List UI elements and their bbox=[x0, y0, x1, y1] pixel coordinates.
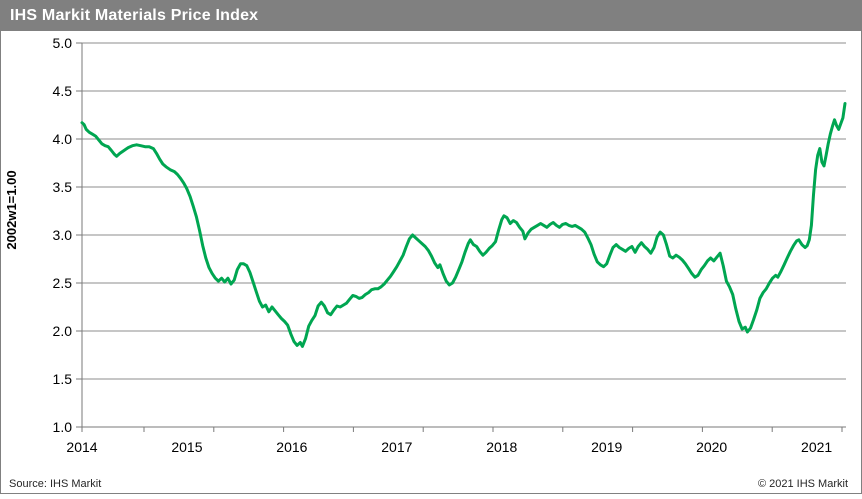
x-tick-label: 2019 bbox=[591, 439, 622, 455]
source-text: Source: IHS Markit bbox=[9, 478, 102, 490]
y-tick-label: 2.5 bbox=[53, 275, 73, 291]
x-tick-label: 2017 bbox=[381, 439, 412, 455]
y-tick-label: 3.5 bbox=[53, 179, 73, 195]
x-tick-label: 2018 bbox=[486, 439, 517, 455]
y-tick-label: 1.5 bbox=[53, 371, 73, 387]
x-tick-label: 2015 bbox=[171, 439, 202, 455]
x-tick-label: 2014 bbox=[66, 439, 97, 455]
title-bar: IHS Markit Materials Price Index bbox=[0, 0, 862, 31]
copyright-text: © 2021 IHS Markit bbox=[757, 478, 848, 490]
y-tick-label: 1.0 bbox=[53, 419, 73, 435]
x-tick-label: 2021 bbox=[801, 439, 832, 455]
y-tick-label: 5.0 bbox=[53, 35, 73, 51]
x-tick-label: 2016 bbox=[276, 439, 307, 455]
y-tick-label: 4.0 bbox=[53, 131, 73, 147]
y-tick-label: 4.5 bbox=[53, 83, 73, 99]
chart-title: IHS Markit Materials Price Index bbox=[10, 7, 259, 24]
y-tick-label: 2.0 bbox=[53, 323, 73, 339]
y-tick-label: 3.0 bbox=[53, 227, 73, 243]
x-tick-label: 2020 bbox=[696, 439, 727, 455]
price-line bbox=[80, 102, 847, 348]
y-axis-label: 2002w1=1.00 bbox=[4, 170, 19, 249]
